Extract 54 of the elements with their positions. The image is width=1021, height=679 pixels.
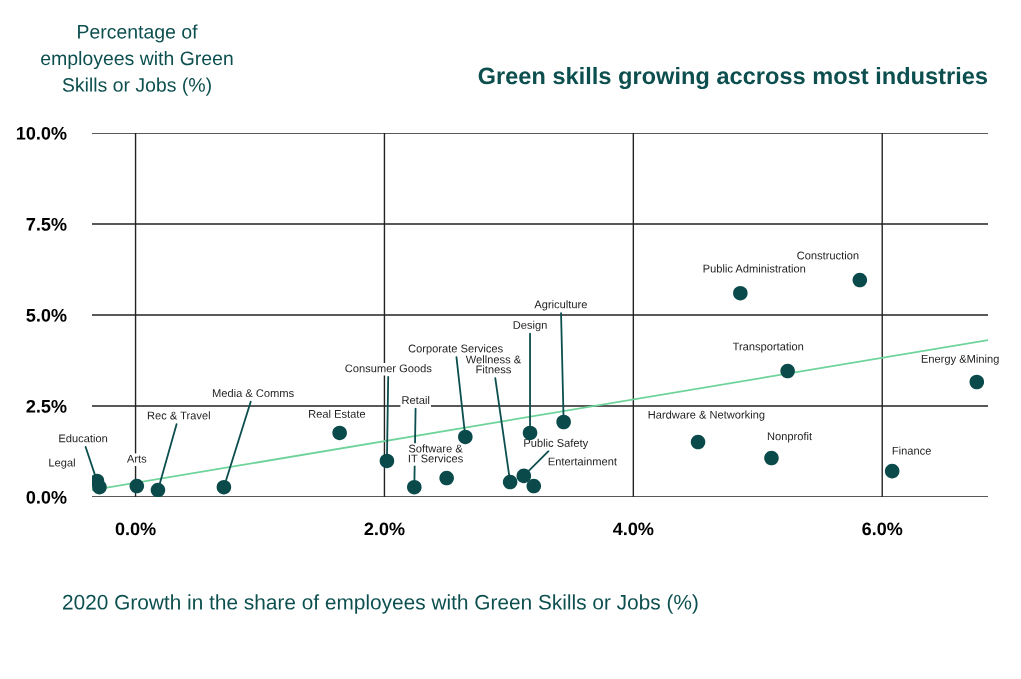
annotation: Consumer Goods	[345, 364, 432, 373]
point	[92, 479, 107, 495]
x-tick-label: 0.0%	[115, 522, 156, 536]
point	[458, 429, 473, 445]
annotation: Education	[59, 434, 108, 443]
y-tick-label: 0.0%	[26, 490, 67, 504]
annotation: Transportation	[732, 342, 804, 353]
point	[379, 453, 395, 469]
annotation: Hardware & Networking	[648, 410, 765, 421]
annotation: Entertainment	[548, 457, 617, 466]
annotation: Rec & Travel	[147, 411, 210, 420]
annotation: Real Estate	[309, 409, 366, 418]
point	[764, 450, 779, 466]
point	[407, 479, 422, 495]
annotation: Media & Comms	[212, 388, 294, 398]
annotation: Agriculture	[534, 300, 587, 311]
x-tick-label: 6.0%	[862, 522, 903, 536]
chart-title: Green skills growing accross most industries	[478, 66, 988, 90]
annotation: Finance	[892, 446, 931, 455]
point	[332, 425, 347, 441]
point	[150, 482, 166, 497]
point	[852, 272, 868, 288]
x-tick-label: 4.0%	[613, 522, 654, 536]
annotation: Public Administration	[703, 264, 806, 273]
point	[216, 479, 232, 495]
point	[780, 363, 795, 379]
annotation: Arts	[126, 454, 147, 463]
annotation: Public Safety	[524, 438, 589, 450]
point	[969, 374, 985, 390]
annotation: Wellness & Fitness	[465, 355, 521, 374]
point	[502, 474, 518, 490]
y-tick-label: 10.0%	[16, 126, 67, 140]
annotation: Energy &Mining	[921, 354, 999, 365]
point	[884, 463, 900, 479]
point	[439, 470, 454, 486]
y-axis-title: Percentage of employees with Green Skills or Jobs (%)	[41, 24, 233, 96]
x-axis-title: 2020 Growth in the share of employees with Green Skills or Jobs (%)	[63, 594, 698, 614]
annotation: Design	[513, 320, 547, 332]
x-tick-label: 2.0%	[364, 522, 405, 536]
point	[129, 478, 145, 494]
y-tick-label: 5.0%	[26, 308, 67, 322]
annotation: Corporate Services	[408, 344, 503, 355]
annotation: Nonprofit	[767, 432, 812, 443]
y-tick-label: 2.5%	[26, 399, 67, 413]
point	[516, 468, 532, 484]
point	[690, 434, 706, 450]
point	[556, 414, 571, 430]
y-tick-label: 7.5%	[26, 217, 67, 231]
annotation: Retail	[402, 395, 430, 405]
annotation: Software & IT Services	[408, 444, 463, 463]
point	[526, 478, 542, 494]
annotation: Construction	[797, 251, 859, 260]
point	[733, 285, 748, 301]
annotation: Legal	[49, 458, 75, 469]
